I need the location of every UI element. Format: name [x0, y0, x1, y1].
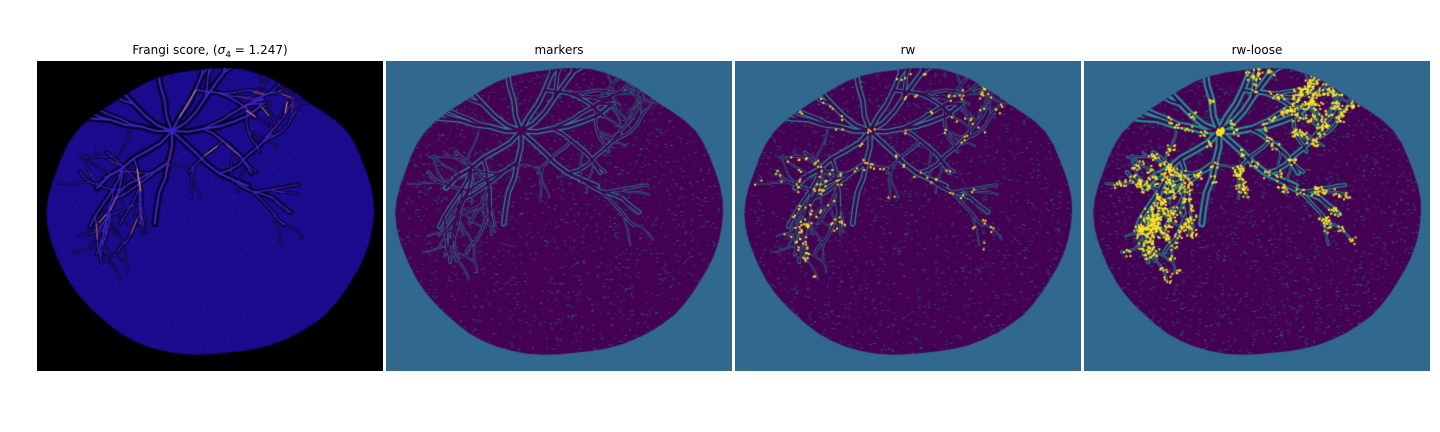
frangi-score-image	[37, 61, 383, 371]
rw-panel: rw	[735, 0, 1081, 432]
rw-loose-image	[1084, 61, 1430, 371]
frangi-title-subscript: 4	[225, 50, 231, 61]
frangi-panel-title: Frangi score, (σ4 = 1.247)	[37, 43, 383, 60]
frangi-title-prefix: Frangi score, (	[132, 43, 218, 57]
rw-panel-title: rw	[900, 43, 916, 57]
frangi-panel: Frangi score, (σ4 = 1.247)	[37, 0, 383, 432]
frangi-title-value: = 1.247)	[230, 43, 288, 57]
markers-image	[386, 61, 732, 371]
markers-panel: markers	[386, 0, 732, 432]
rw-image	[735, 61, 1081, 371]
rw-loose-panel: rw-loose	[1084, 0, 1430, 432]
markers-panel-title: markers	[534, 43, 584, 57]
rw-loose-panel-title: rw-loose	[1231, 43, 1283, 57]
frangi-title-sigma: σ	[217, 43, 226, 57]
